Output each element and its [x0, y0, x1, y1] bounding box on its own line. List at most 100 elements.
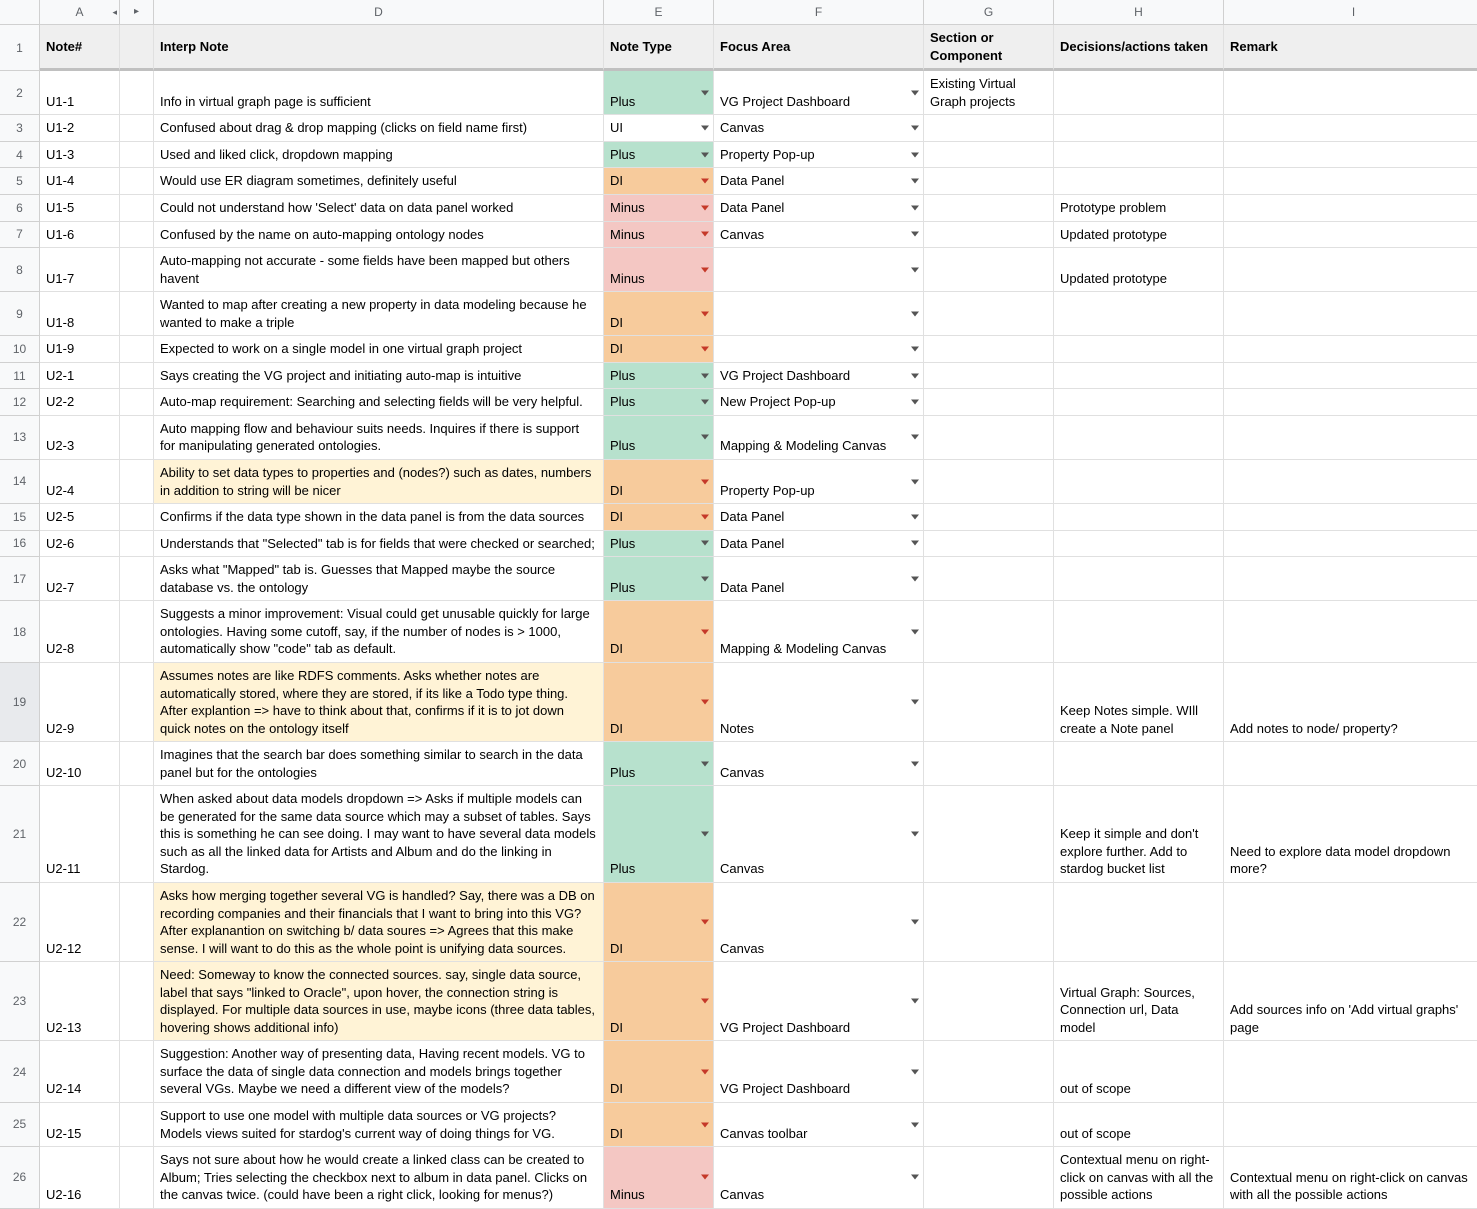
dropdown-icon[interactable]: [911, 514, 919, 519]
row-header[interactable]: 6: [0, 195, 40, 222]
col-header-A[interactable]: A ◂: [40, 0, 120, 25]
cell-note-id[interactable]: U1-1: [40, 71, 120, 115]
cell-focus-area[interactable]: Property Pop-up: [714, 460, 924, 504]
dropdown-icon[interactable]: [911, 541, 919, 546]
cell-focus-area[interactable]: Canvas: [714, 115, 924, 142]
dropdown-icon[interactable]: [701, 205, 709, 210]
dropdown-icon[interactable]: [701, 152, 709, 157]
dropdown-icon[interactable]: [911, 1069, 919, 1074]
hidden-col-cell[interactable]: [120, 71, 154, 115]
cell-note-type[interactable]: Plus: [604, 786, 714, 883]
row-header[interactable]: 9: [0, 292, 40, 336]
cell-note-id[interactable]: U1-4: [40, 168, 120, 195]
col-header-I[interactable]: I: [1224, 0, 1477, 25]
row-header[interactable]: 25: [0, 1103, 40, 1147]
cell-note-type[interactable]: UI: [604, 115, 714, 142]
dropdown-icon[interactable]: [911, 479, 919, 484]
dropdown-icon[interactable]: [911, 90, 919, 95]
dropdown-icon[interactable]: [911, 267, 919, 272]
cell-note-id[interactable]: U2-10: [40, 742, 120, 786]
cell-decisions[interactable]: [1054, 142, 1224, 169]
cell-focus-area[interactable]: Canvas: [714, 786, 924, 883]
hidden-col-cell[interactable]: [120, 1041, 154, 1103]
hidden-col-cell[interactable]: [120, 222, 154, 249]
cell-interp-note[interactable]: Would use ER diagram sometimes, definite…: [154, 168, 604, 195]
cell-note-id[interactable]: U1-8: [40, 292, 120, 336]
cell-note-id[interactable]: U2-16: [40, 1147, 120, 1209]
row-header[interactable]: 10: [0, 336, 40, 363]
cell-section[interactable]: [924, 336, 1054, 363]
cell-section[interactable]: [924, 531, 1054, 558]
row-header[interactable]: 11: [0, 363, 40, 390]
cell-note-type[interactable]: Plus: [604, 557, 714, 601]
cell-interp-note[interactable]: Confused about drag & drop mapping (clic…: [154, 115, 604, 142]
cell-focus-area[interactable]: [714, 336, 924, 363]
hidden-col-cell[interactable]: [120, 168, 154, 195]
cell-focus-area[interactable]: Canvas: [714, 222, 924, 249]
hidden-col-cell[interactable]: [120, 460, 154, 504]
cell-note-type[interactable]: DI: [604, 1041, 714, 1103]
cell-section[interactable]: [924, 1147, 1054, 1209]
cell-note-id[interactable]: U2-7: [40, 557, 120, 601]
row-header[interactable]: 23: [0, 962, 40, 1041]
spreadsheet-grid[interactable]: A ◂ ▸ D E F G H I 1 Note# Interp Note No…: [0, 0, 1477, 1209]
dropdown-icon[interactable]: [911, 1175, 919, 1180]
dropdown-icon[interactable]: [911, 126, 919, 131]
dropdown-icon[interactable]: [911, 373, 919, 378]
hidden-col-cell[interactable]: [120, 115, 154, 142]
header-section[interactable]: Section or Component: [924, 25, 1054, 71]
cell-decisions[interactable]: [1054, 504, 1224, 531]
cell-decisions[interactable]: [1054, 883, 1224, 962]
hidden-cols-indicator-left[interactable]: ◂: [112, 6, 117, 18]
cell-note-type[interactable]: DI: [604, 168, 714, 195]
dropdown-icon[interactable]: [911, 232, 919, 237]
hidden-col-cell[interactable]: [120, 962, 154, 1041]
cell-interp-note[interactable]: Auto-map requirement: Searching and sele…: [154, 389, 604, 416]
cell-section[interactable]: [924, 557, 1054, 601]
cell-decisions[interactable]: [1054, 168, 1224, 195]
hidden-col-cell[interactable]: [120, 292, 154, 336]
cell-note-id[interactable]: U2-12: [40, 883, 120, 962]
cell-decisions[interactable]: [1054, 115, 1224, 142]
cell-decisions[interactable]: Keep it simple and don't explore further…: [1054, 786, 1224, 883]
cell-note-type[interactable]: Plus: [604, 416, 714, 460]
cell-note-id[interactable]: U2-15: [40, 1103, 120, 1147]
hidden-col-cell[interactable]: [120, 557, 154, 601]
dropdown-icon[interactable]: [911, 920, 919, 925]
hidden-col-cell[interactable]: [120, 786, 154, 883]
cell-section[interactable]: [924, 416, 1054, 460]
dropdown-icon[interactable]: [701, 267, 709, 272]
col-header-E[interactable]: E: [604, 0, 714, 25]
cell-interp-note[interactable]: Confused by the name on auto-mapping ont…: [154, 222, 604, 249]
row-header[interactable]: 15: [0, 504, 40, 531]
cell-interp-note[interactable]: Auto-mapping not accurate - some fields …: [154, 248, 604, 292]
cell-note-id[interactable]: U2-14: [40, 1041, 120, 1103]
cell-note-type[interactable]: Plus: [604, 71, 714, 115]
dropdown-icon[interactable]: [911, 761, 919, 766]
cell-remark[interactable]: [1224, 115, 1477, 142]
cell-note-type[interactable]: Minus: [604, 1147, 714, 1209]
header-remark[interactable]: Remark: [1224, 25, 1477, 71]
hidden-col-cell[interactable]: [120, 195, 154, 222]
dropdown-icon[interactable]: [701, 1175, 709, 1180]
cell-note-id[interactable]: U1-5: [40, 195, 120, 222]
cell-section[interactable]: [924, 601, 1054, 663]
header-note-num[interactable]: Note#: [40, 25, 120, 71]
cell-note-id[interactable]: U2-2: [40, 389, 120, 416]
row-header[interactable]: 17: [0, 557, 40, 601]
cell-decisions[interactable]: Virtual Graph: Sources, Connection url, …: [1054, 962, 1224, 1041]
cell-remark[interactable]: [1224, 504, 1477, 531]
cell-focus-area[interactable]: Canvas: [714, 742, 924, 786]
col-header-G[interactable]: G: [924, 0, 1054, 25]
cell-note-type[interactable]: DI: [604, 504, 714, 531]
dropdown-icon[interactable]: [911, 576, 919, 581]
col-header-F[interactable]: F: [714, 0, 924, 25]
dropdown-icon[interactable]: [911, 205, 919, 210]
row-header[interactable]: 14: [0, 460, 40, 504]
cell-interp-note[interactable]: Ability to set data types to properties …: [154, 460, 604, 504]
dropdown-icon[interactable]: [701, 373, 709, 378]
cell-decisions[interactable]: [1054, 601, 1224, 663]
cell-section[interactable]: [924, 504, 1054, 531]
dropdown-icon[interactable]: [911, 347, 919, 352]
cell-section[interactable]: [924, 115, 1054, 142]
